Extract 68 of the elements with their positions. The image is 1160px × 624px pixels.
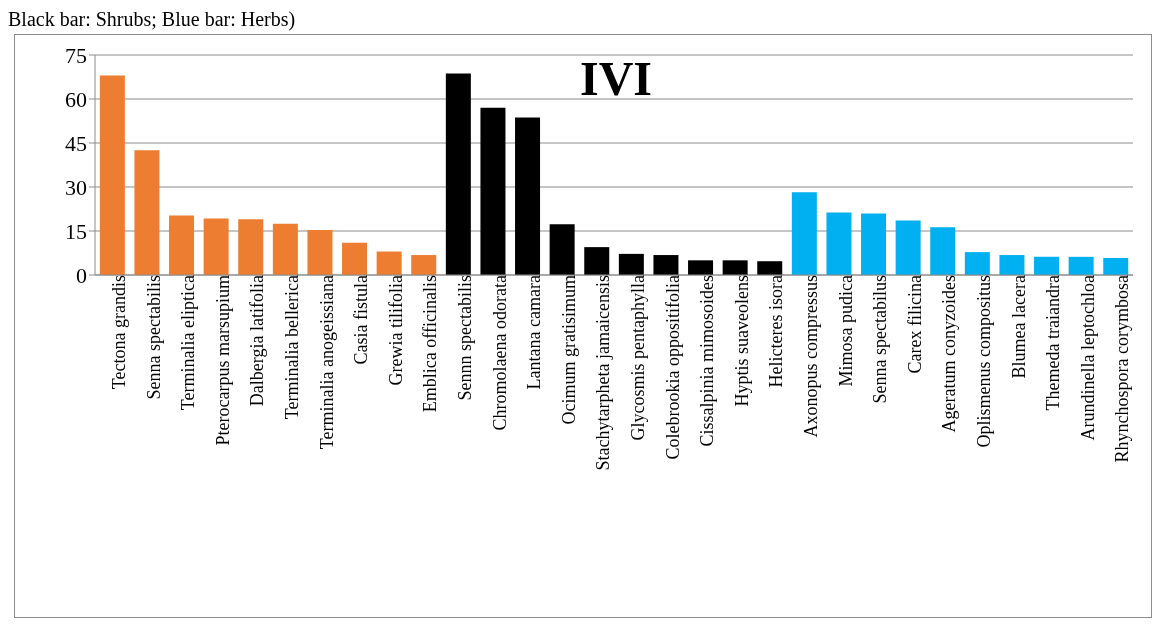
bar [1103,257,1129,275]
bar [618,253,644,275]
x-tick-label: Rhynchospora corymbosa [1112,275,1133,463]
x-tick-label: Glycosmis pentaphylla [628,275,649,441]
x-tick-label: Tectona grandis [109,275,130,390]
x-tick-label: Emblica officinalis [420,275,441,413]
bar [134,150,160,275]
chart-subtitle: Black bar: Shrubs; Blue bar: Herbs) [8,8,296,31]
bar [757,261,783,275]
bar [964,252,990,275]
x-tick-label: Grewia tilifolia [385,275,406,386]
y-tick-label: 0 [76,262,87,288]
y-tick-label: 30 [65,174,87,200]
bar [238,219,264,275]
bar [688,260,714,275]
y-tick-label: 75 [65,42,87,68]
bar [930,227,956,275]
x-tick-label: Stachytarpheta jamaicensis [593,275,614,471]
x-tick-label: Sennn spectabilis [455,275,476,401]
bar [1068,256,1094,275]
bar [722,260,748,275]
x-tick-label: Terminalia eliptica [178,275,199,411]
x-tick-label: Axonopus compressus [801,275,822,438]
chart-title: IVI [580,51,653,106]
x-tick-label: Helicteres isora [766,275,787,388]
x-tick-label: Ocimum gratisimum [558,275,579,425]
x-tick-label: Terminalia bellerica [282,275,303,420]
bar [445,73,471,275]
bar [999,255,1025,275]
bar [549,224,575,275]
x-tick-label: Pterocarpus marsupium [212,275,233,446]
x-tick-label: Lantana camara [524,275,545,390]
bar [826,212,852,275]
bar [480,107,506,275]
y-tick-label: 45 [65,130,87,156]
x-tick-label: Mimosa pudica [835,274,856,387]
x-tick-label: Cissalpinia mimosoides [697,275,718,447]
bar [307,230,333,275]
bar [861,213,887,275]
x-tick-label: Senna spectabilis [143,275,164,400]
bar [411,255,437,275]
bar [169,215,195,275]
x-tick-label: Terminalia anogeissiana [316,275,337,450]
bar [203,218,229,275]
bar [791,192,817,275]
x-tick-label: Casia fistula [351,274,372,365]
bar [895,220,921,275]
x-tick-label: Oplismenus compositus [974,275,995,448]
x-tick-label: Dalbergia latifolia [247,275,268,407]
bar [1034,256,1060,275]
y-tick-label: 60 [65,86,87,112]
x-tick-label: Themeda traiandra [1043,274,1064,411]
bar [515,117,541,275]
x-tick-label: Carex filicina [904,275,925,374]
bar [584,247,610,275]
x-tick-label: Chromolaena odorata [489,275,510,431]
x-tick-label: Arundinella leptochloa [1077,275,1098,441]
bar [653,255,679,275]
x-tick-label: Ageratum conyzoides [939,275,960,433]
bar [272,223,298,275]
x-tick-label: Senna spectabilus [870,275,891,404]
y-tick-label: 15 [65,218,87,244]
x-tick-label: Blumea lacera [1008,275,1029,379]
bar [376,251,402,275]
x-tick-label: Hyptis suaveolens [731,275,752,407]
x-tick-label: Colebrookia oppositifolia [662,275,683,460]
bar [99,75,125,275]
bar [342,242,368,275]
